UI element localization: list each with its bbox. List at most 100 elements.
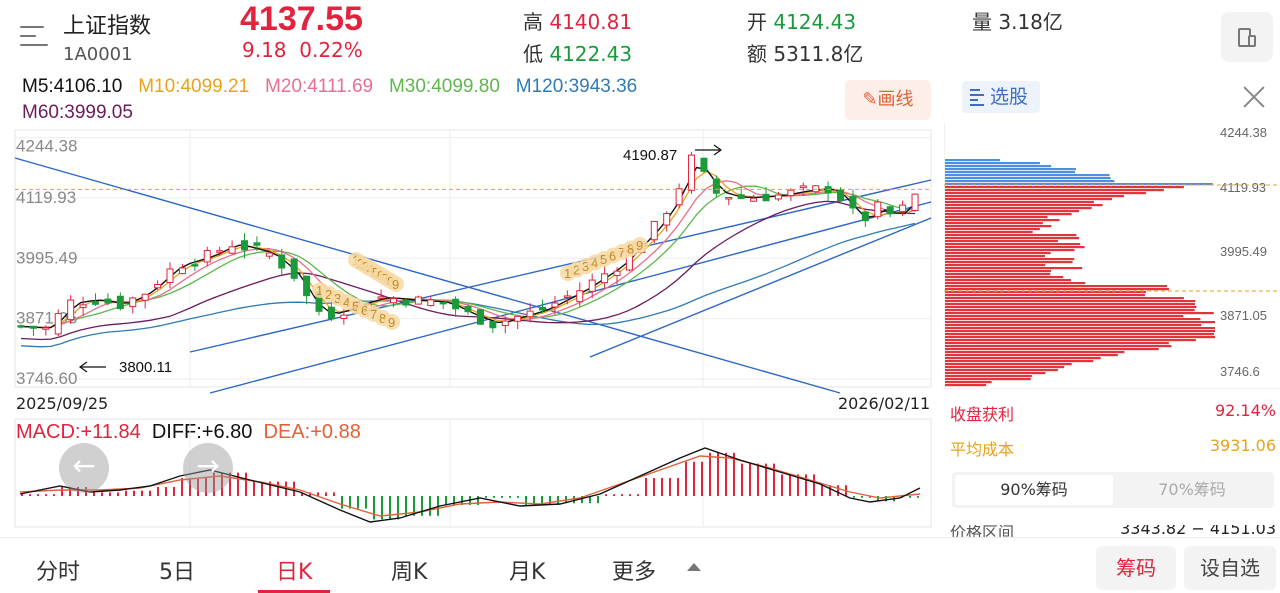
chip-bar (945, 264, 1046, 267)
candle-body (812, 185, 820, 193)
low-arrow-head (78, 361, 88, 373)
chip-bar (945, 249, 1075, 252)
candle-body (414, 296, 422, 305)
seq-counter: 7 (618, 245, 625, 260)
chip-bar (945, 231, 1033, 234)
candle-body (116, 295, 124, 310)
seq-counter: 7 (370, 307, 377, 322)
candle-body (675, 188, 683, 206)
profit-value: 92.14% (1214, 401, 1276, 420)
macd-chart[interactable] (0, 418, 944, 530)
candle-body (886, 206, 894, 215)
candle-body (899, 204, 907, 213)
range-label: 价格区间 (950, 525, 1015, 537)
candle-body (178, 267, 186, 275)
chip-bar (945, 252, 1051, 255)
chip-bar (945, 213, 1072, 216)
seq-counter: 9 (388, 315, 395, 330)
candle-body (17, 325, 25, 328)
ma60: M60:3999.05 (22, 102, 133, 123)
close-icon[interactable] (1242, 85, 1266, 109)
candle-body (911, 193, 919, 212)
add-watchlist-button[interactable]: 设自选 (1184, 546, 1276, 590)
seq-counter: 8 (379, 311, 386, 326)
select-stock-button[interactable]: 选股 (962, 81, 1040, 113)
ma-legend-row2: M60:3999.05 (22, 102, 133, 124)
ma120: M120:3943.36 (515, 76, 638, 97)
diff-value: DIFF:+6.80 (151, 421, 253, 443)
seq-counter: 6 (609, 249, 616, 264)
dea-line (19, 455, 921, 517)
candle-body (526, 310, 534, 318)
candle-body (799, 185, 807, 189)
seq-counter: 1 (564, 266, 571, 281)
tab-more[interactable]: 更多 (612, 560, 657, 585)
chip-bar (945, 198, 1113, 201)
chip-bar (945, 255, 1046, 258)
candle-body (166, 268, 174, 284)
seq-counter: 9 (392, 277, 399, 292)
chip-bar (945, 354, 1118, 357)
index-code: 1A0001 (63, 44, 133, 65)
amount-label: 额 (747, 42, 767, 66)
chip-bar (945, 246, 1085, 249)
chip-bar (945, 174, 1110, 177)
diff-line (19, 447, 921, 523)
seq-counter: 6 (361, 303, 368, 318)
chip-bar (945, 222, 1043, 225)
candle-body (278, 254, 286, 269)
phone-icon[interactable] (1221, 12, 1273, 62)
candle-body (303, 275, 311, 297)
chip-bar (945, 333, 1214, 336)
tab-monthly-k[interactable]: 月K (509, 560, 546, 585)
chip-bar (945, 192, 1146, 195)
candle-body (92, 301, 100, 305)
chip-bar (945, 369, 1058, 372)
candle-body (588, 279, 596, 292)
chip-bar (945, 378, 1031, 381)
arrow-left-icon[interactable]: ← (59, 443, 109, 493)
candle-body (67, 299, 75, 321)
tab-weekly-k[interactable]: 周K (391, 560, 428, 585)
candle-body (141, 293, 149, 301)
chip-bar (945, 180, 1115, 183)
chip-bar (945, 303, 1195, 306)
chip-bar (945, 348, 1159, 351)
tab-intraday[interactable]: 分时 (36, 560, 81, 585)
menu-icon[interactable] (20, 26, 48, 48)
tab-90-chip[interactable]: 90%筹码 (955, 475, 1113, 505)
candle-body (104, 298, 112, 304)
chip-button[interactable]: 筹码 (1096, 546, 1176, 590)
tab-5day[interactable]: 5日 (159, 560, 195, 585)
amount-value: 5311.8亿 (773, 42, 864, 66)
candle-body (725, 197, 733, 200)
chip-bar (945, 261, 1073, 264)
change-value: 9.18 (242, 38, 287, 62)
chip-bar (945, 228, 1040, 231)
chip-bar (945, 315, 1184, 318)
tab-daily-k[interactable]: 日K (276, 560, 313, 585)
chip-bar (945, 279, 1071, 282)
candle-body (476, 309, 484, 325)
chip-bar (945, 237, 1080, 240)
candle-body (452, 298, 460, 310)
candle-body (216, 250, 224, 253)
chip-bar (945, 357, 1101, 360)
candle-body (464, 306, 472, 313)
draw-line-button[interactable]: ✎画线 (845, 80, 931, 120)
chip-bar (945, 336, 1215, 339)
chip-bar (945, 168, 1076, 171)
tab-70-chip[interactable]: 70%筹码 (1158, 480, 1226, 499)
range-value: 3343.82 − 4151.03 (1120, 525, 1276, 537)
chip-bar (945, 294, 1145, 297)
candle-body (613, 270, 621, 276)
caret-up-icon[interactable] (687, 563, 701, 571)
trend-line (189, 179, 932, 353)
arrow-right-icon[interactable]: → (183, 443, 233, 493)
ma30: M30:4099.80 (388, 76, 500, 97)
seq-counter: 5 (352, 299, 359, 314)
volume-stat: 量 3.18亿 (972, 6, 1063, 35)
open-value: 4124.43 (773, 10, 857, 34)
chip-bar (945, 318, 1201, 321)
